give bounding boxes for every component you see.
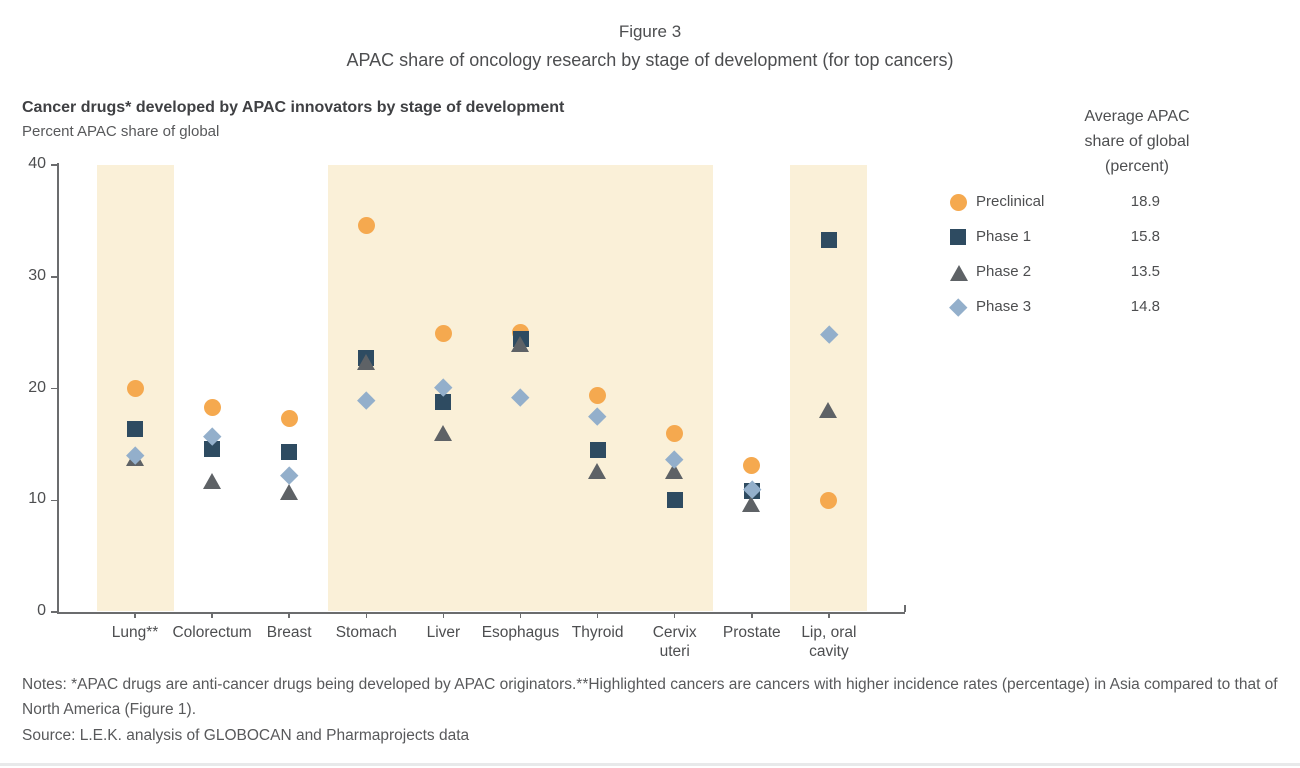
data-point-circle-3 <box>280 410 298 428</box>
x-category-label: Colorectum <box>172 624 252 641</box>
x-axis-end-tick <box>904 605 906 612</box>
y-tick-label: 10 <box>28 490 46 508</box>
x-tick <box>365 612 368 618</box>
preclinical-circle-icon <box>950 194 967 211</box>
data-point-triangle-3 <box>279 484 298 501</box>
data-point-triangle-7 <box>588 463 607 480</box>
x-tick <box>288 612 290 618</box>
data-point-square-2 <box>204 440 221 457</box>
x-category-label: Thyroid <box>571 624 624 641</box>
x-tick <box>751 612 753 618</box>
data-point-diamond-3 <box>280 466 299 485</box>
source-text: Source: L.E.K. analysis of GLOBOCAN and … <box>22 727 470 744</box>
x-category-label: Lung** <box>111 624 159 641</box>
y-tick <box>51 276 57 278</box>
data-point-circle-4 <box>357 217 375 235</box>
x-category-label: Lip, oral cavity <box>801 624 857 660</box>
x-tick <box>442 612 445 618</box>
notes-text: Notes: *APAC drugs are anti-cancer drugs… <box>22 676 1278 718</box>
x-tick <box>211 612 213 618</box>
data-point-triangle-6 <box>511 335 529 352</box>
y-tick-label: 40 <box>28 155 46 173</box>
legend-average-value: 18.9 <box>1130 193 1160 210</box>
x-category-label: Breast <box>266 624 312 641</box>
y-tick <box>51 387 57 390</box>
data-point-square-8 <box>666 492 683 509</box>
phase2-triangle-icon <box>950 265 968 281</box>
chart-title: Cancer drugs* developed by APAC innovato… <box>22 99 565 116</box>
data-point-square-1 <box>127 420 143 437</box>
legend-label: Phase 2 <box>976 263 1032 280</box>
data-point-triangle-9 <box>742 495 761 512</box>
legend-label: Phase 1 <box>976 228 1032 245</box>
data-point-circle-7 <box>589 386 607 404</box>
legend-label: Preclinical <box>976 193 1045 210</box>
legend-average-value: 13.5 <box>1130 263 1160 280</box>
x-tick <box>519 612 522 618</box>
legend-item-preclinical: Preclinical 18.9 <box>950 192 1210 214</box>
x-tick <box>673 612 676 618</box>
legend-average-value: 15.8 <box>1130 228 1160 245</box>
data-point-triangle-4 <box>356 353 375 370</box>
data-point-triangle-8 <box>665 463 684 480</box>
data-point-circle-9 <box>743 457 761 475</box>
y-tick-label: 0 <box>37 602 46 619</box>
y-axis-line <box>57 163 59 612</box>
x-category-label: Stomach <box>335 624 397 641</box>
legend-item-phase3: Phase 3 14.8 <box>949 297 1210 319</box>
x-category-label: Liver <box>426 624 461 641</box>
data-point-circle-5 <box>434 325 452 343</box>
x-category-label: Esophagus <box>481 624 560 641</box>
highlight-band <box>327 165 714 611</box>
data-point-square-7 <box>589 442 606 459</box>
legend-label: Phase 3 <box>976 298 1032 315</box>
data-point-triangle-5 <box>433 425 452 442</box>
data-point-circle-2 <box>203 399 221 417</box>
x-axis-line <box>57 612 905 614</box>
y-tick <box>51 499 57 502</box>
data-point-square-5 <box>435 394 452 410</box>
data-point-circle-10 <box>820 491 838 509</box>
data-point-triangle-2 <box>202 473 221 490</box>
data-point-circle-8 <box>666 424 684 442</box>
legend-header: Average APAC share of global (percent) <box>1084 108 1190 175</box>
phase1-square-icon <box>950 229 966 245</box>
x-tick <box>596 612 599 618</box>
x-tick <box>134 612 136 618</box>
x-tick <box>828 612 830 618</box>
data-point-circle-1 <box>126 380 144 398</box>
x-category-label: Prostate <box>722 624 781 641</box>
y-tick <box>51 611 57 613</box>
y-tick-label: 30 <box>28 266 46 284</box>
bottom-divider <box>0 763 1300 766</box>
legend-item-phase2: Phase 2 13.5 <box>950 262 1210 284</box>
data-point-triangle-10 <box>819 401 838 418</box>
y-tick-label: 20 <box>28 378 46 396</box>
legend-average-value: 14.8 <box>1130 298 1160 315</box>
figure-label: Figure 3 <box>618 22 682 41</box>
figure-title: APAC share of oncology research by stage… <box>346 50 954 70</box>
legend-item-phase1: Phase 1 15.8 <box>950 227 1210 249</box>
y-tick <box>51 164 57 166</box>
data-point-square-3 <box>281 444 298 461</box>
x-category-label: Cervix uteri <box>652 624 697 660</box>
chart-subtitle: Percent APAC share of global <box>22 123 220 140</box>
data-point-square-10 <box>820 232 837 249</box>
